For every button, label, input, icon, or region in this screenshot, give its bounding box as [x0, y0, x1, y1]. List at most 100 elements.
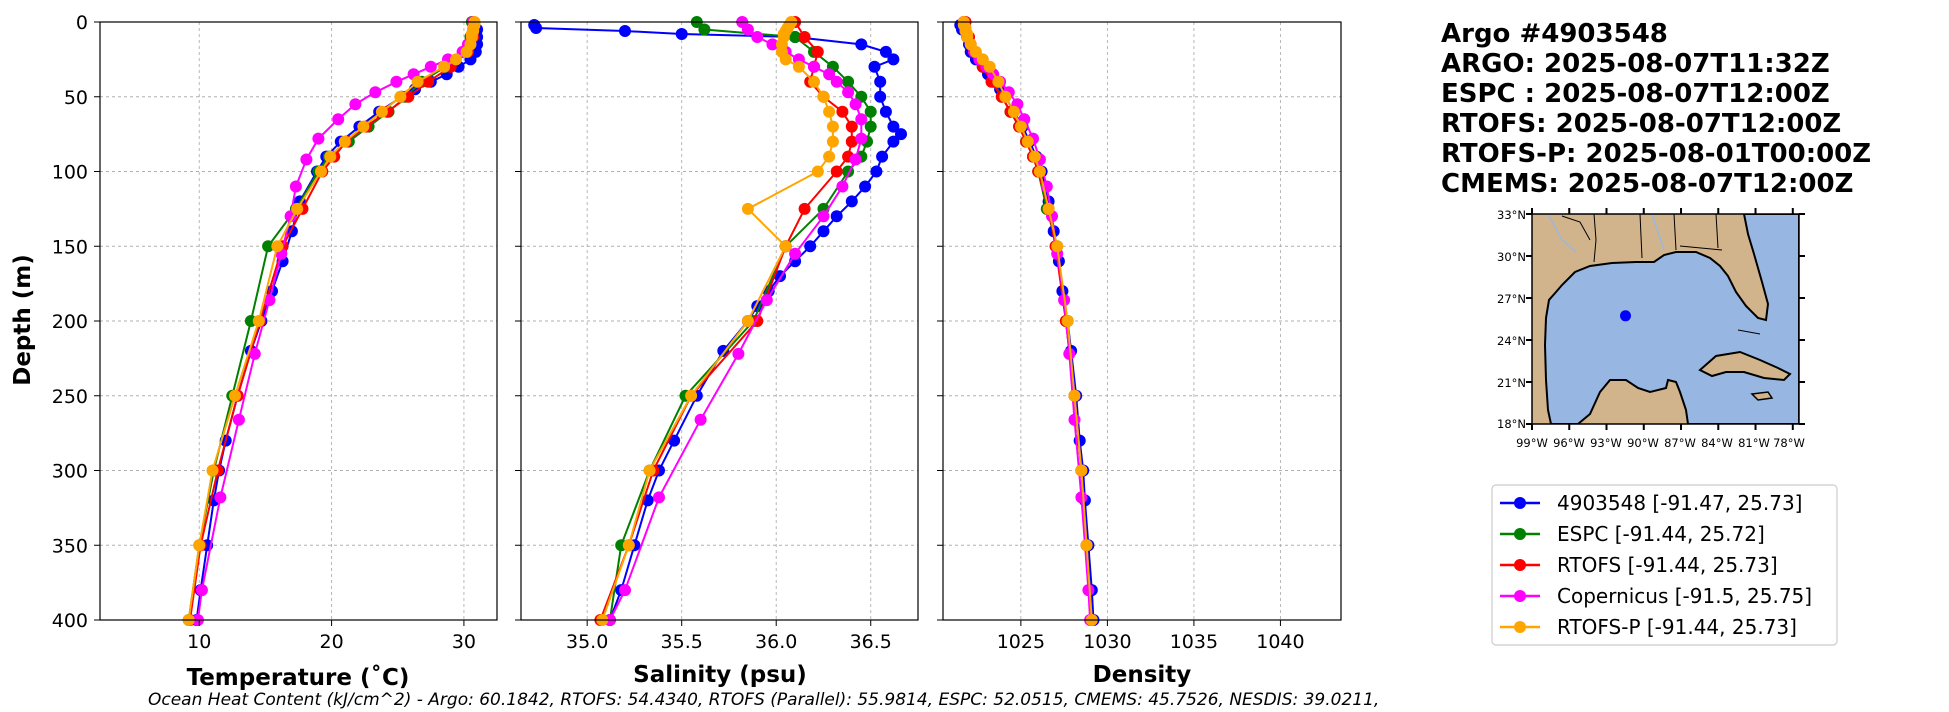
header-argo-time: ARGO: 2025-08-07T11:32Z — [1441, 49, 1830, 79]
temperature-data-point — [195, 584, 208, 597]
density-data-point — [1075, 464, 1088, 477]
header-rtofs-time: RTOFS: 2025-08-07T12:00Z — [1441, 109, 1841, 139]
salinity-data-point — [870, 165, 883, 178]
temperature-data-point — [422, 75, 435, 88]
header-espc-time: ESPC : 2025-08-07T12:00Z — [1441, 79, 1830, 109]
lon-label-90w: 90°W — [1627, 436, 1659, 450]
rio-grande-river — [1547, 214, 1577, 253]
header-titles: Argo #4903548 ARGO: 2025-08-07T11:32Z ES… — [1441, 19, 1871, 199]
salinity-data-point — [836, 180, 849, 193]
lon-label-96w: 96°W — [1553, 436, 1585, 450]
density-series — [954, 16, 1100, 626]
legend-marker-swatch — [1514, 621, 1526, 633]
salinity-data-point — [855, 113, 868, 126]
density-data-point — [1082, 584, 1095, 597]
legend-entry: 4903548 [-91.47, 25.73] — [1500, 491, 1802, 515]
density-data-point — [1075, 491, 1088, 504]
density-x-tick-label: 1035 — [1170, 631, 1218, 653]
legend-marker-swatch — [1514, 590, 1526, 602]
salinity-data-point — [876, 150, 889, 163]
salinity-data-point — [798, 202, 811, 215]
density-data-point — [983, 60, 996, 73]
temperature-data-point — [332, 113, 345, 126]
salinity-data-point — [895, 128, 907, 141]
salinity-data-point — [887, 135, 900, 148]
y-axis-label: Depth (m) — [10, 254, 36, 386]
ocean-heat-content-footer: Ocean Heat Content (kJ/cm^2) - Argo: 60.… — [148, 690, 1379, 710]
y-tick-label: 250 — [52, 386, 88, 408]
temperature-data-point — [248, 347, 261, 360]
salinity-data-point — [760, 294, 773, 307]
y-tick-label: 50 — [64, 87, 88, 109]
density-data-point — [999, 90, 1012, 103]
y-tick-label: 100 — [52, 162, 88, 184]
temperature-x-tick-label: 10 — [187, 631, 211, 653]
salinity-x-tick-label: 36.5 — [850, 631, 892, 653]
legend-box — [1491, 484, 1838, 646]
temperature-data-point — [252, 315, 265, 327]
salinity-panel: 35.0 35.5 36.0 36.5 Salinity (psu) — [515, 16, 919, 688]
salinity-x-label: Salinity (psu) — [633, 662, 807, 688]
salinity-data-point — [766, 38, 779, 51]
salinity-data-point — [845, 135, 858, 148]
salinity-data-point — [864, 105, 877, 118]
salinity-x-tick-label: 35.5 — [661, 631, 703, 653]
density-series-4 — [957, 16, 1098, 626]
temperature-data-point — [438, 60, 451, 73]
density-data-point — [992, 75, 1005, 88]
salinity-series-0 — [528, 19, 907, 626]
salinity-data-point — [530, 22, 543, 34]
temperature-data-point — [411, 75, 424, 88]
density-data-point — [1063, 347, 1076, 360]
inset-map: 33°N 30°N 27°N 24°N 21°N 18°N 99°W 96°W … — [1497, 208, 1805, 450]
salinity-data-point — [811, 165, 824, 178]
salinity-data-point — [849, 153, 862, 166]
salinity-data-point — [675, 28, 688, 40]
state-border-2 — [1639, 214, 1643, 259]
salinity-data-point — [874, 75, 887, 88]
salinity-x-tick-label: 35.0 — [566, 631, 608, 653]
temperature-data-point — [229, 389, 241, 402]
temperature-panel: 10 20 30 0 50 100 150 200 250 300 350 400 Temperat… — [52, 12, 498, 691]
salinity-data-point — [842, 86, 855, 99]
argo-float-location-marker — [1620, 310, 1631, 322]
salinity-data-point — [859, 180, 872, 193]
temperature-series — [182, 16, 484, 626]
salinity-data-point — [741, 315, 754, 327]
temperature-data-point — [390, 75, 403, 88]
map-frame — [1531, 213, 1800, 425]
temperature-series-0 — [190, 19, 484, 626]
temperature-data-point — [460, 45, 473, 58]
salinity-data-point — [622, 539, 635, 552]
state-border-3 — [1673, 214, 1677, 251]
salinity-data-point — [668, 434, 681, 447]
legend-marker-swatch — [1514, 559, 1526, 571]
density-data-point — [1028, 150, 1041, 163]
salinity-data-point — [619, 584, 631, 597]
temperature-x-ticks: 10 20 30 — [187, 620, 476, 653]
salinity-data-point — [779, 53, 792, 66]
salinity-data-point — [653, 491, 665, 504]
density-data-point — [1051, 240, 1064, 253]
salinity-data-point — [685, 389, 698, 402]
density-grid — [943, 21, 1341, 621]
lon-label-84w: 84°W — [1701, 436, 1733, 450]
state-border-6 — [1561, 215, 1591, 241]
salinity-data-point — [741, 202, 754, 215]
temperature-x-tick-label: 30 — [452, 631, 476, 653]
salinity-series — [528, 16, 907, 626]
temperature-data-point — [193, 539, 206, 552]
legend-label: Copernicus [-91.5, 25.75] — [1557, 584, 1812, 608]
salinity-data-point — [879, 45, 892, 58]
salinity-data-point — [830, 210, 843, 223]
y-tick-label: 400 — [52, 610, 88, 632]
salinity-data-point — [804, 240, 817, 253]
header-cmems-time: CMEMS: 2025-08-07T12:00Z — [1441, 169, 1853, 199]
salinity-data-point — [836, 105, 849, 118]
map-lon-labels: 99°W 96°W 93°W 90°W 87°W 84°W 81°W 78°W — [1516, 436, 1805, 450]
density-data-point — [1014, 120, 1027, 133]
density-data-point — [1068, 389, 1081, 402]
legend-entry: ESPC [-91.44, 25.72] — [1500, 522, 1765, 546]
temperature-data-point — [232, 413, 245, 426]
